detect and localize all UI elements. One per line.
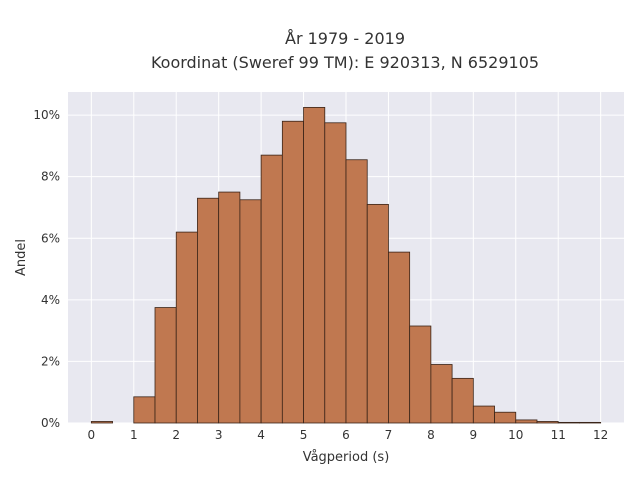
- x-tick-label: 5: [300, 428, 308, 442]
- histogram-bar: [175, 231, 198, 424]
- bars-group: [90, 106, 602, 424]
- x-tick-label: 2: [172, 428, 180, 442]
- histogram-bar: [260, 154, 283, 424]
- x-tick-label: 4: [257, 428, 265, 442]
- y-tick-label: 0%: [41, 416, 60, 430]
- chart-title: År 1979 - 2019: [285, 29, 405, 48]
- histogram-bar: [345, 159, 368, 424]
- y-tick-label: 6%: [41, 231, 60, 245]
- histogram-bar: [154, 307, 177, 424]
- histogram-bar: [366, 203, 389, 424]
- histogram-bar: [451, 377, 474, 424]
- histogram-bar: [536, 421, 559, 424]
- y-tick-label: 8%: [41, 170, 60, 184]
- x-tick-label: 0: [88, 428, 96, 442]
- histogram-bar: [239, 199, 262, 424]
- histogram-bar: [281, 120, 304, 424]
- x-tick-label: 11: [551, 428, 566, 442]
- x-tick-label: 10: [508, 428, 523, 442]
- x-tick-label: 7: [385, 428, 393, 442]
- histogram-bar: [430, 364, 453, 424]
- histogram-bar: [218, 191, 241, 424]
- histogram-bar: [303, 106, 326, 424]
- x-tick-label: 1: [130, 428, 138, 442]
- histogram-bar: [409, 325, 432, 424]
- y-tick-label: 4%: [41, 293, 60, 307]
- histogram-bar: [90, 421, 113, 424]
- histogram-bar: [133, 396, 156, 424]
- x-tick-label: 12: [593, 428, 608, 442]
- y-axis-label: Andel: [14, 239, 29, 276]
- histogram-bar: [324, 122, 347, 424]
- histogram-bar: [197, 197, 220, 424]
- histogram-bar: [472, 405, 495, 424]
- histogram-bar: [557, 421, 580, 424]
- chart-title-block: År 1979 - 2019 Koordinat (Sweref 99 TM):…: [0, 27, 640, 75]
- chart-subtitle: Koordinat (Sweref 99 TM): E 920313, N 65…: [150, 53, 540, 72]
- histogram-bar: [515, 419, 538, 424]
- x-tick-labels: 0 1 2 3 4 5 6 7 8 9 10 11 12: [88, 428, 609, 442]
- histogram-bar: [579, 421, 602, 424]
- y-tick-labels: 0% 2% 4% 6% 8% 10%: [33, 108, 60, 430]
- y-tick-label: 10%: [33, 108, 60, 122]
- histogram-bar: [388, 251, 411, 424]
- y-tick-label: 2%: [41, 354, 60, 368]
- x-axis-label: Vågperiod (s): [303, 450, 390, 465]
- x-tick-label: 3: [215, 428, 223, 442]
- x-tick-label: 8: [427, 428, 435, 442]
- x-tick-label: 9: [470, 428, 478, 442]
- histogram-bar: [494, 411, 517, 424]
- x-tick-label: 6: [342, 428, 350, 442]
